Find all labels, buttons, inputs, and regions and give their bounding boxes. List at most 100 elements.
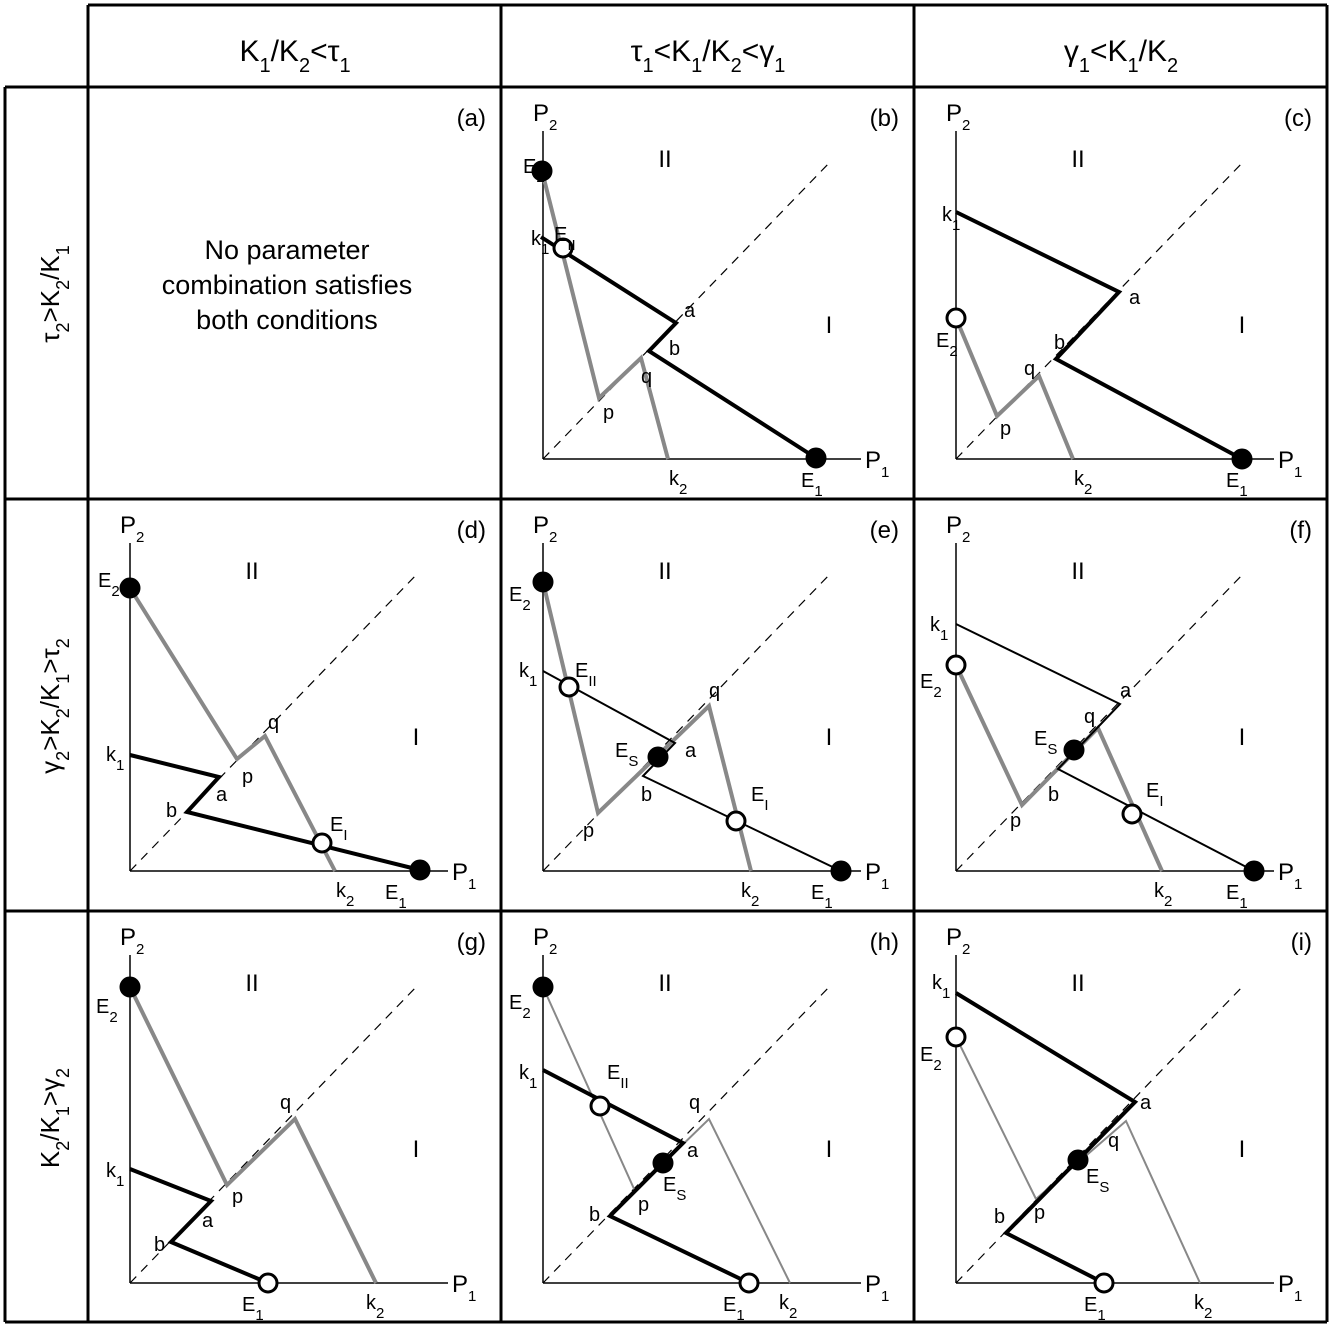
region-label-upper: II	[1071, 146, 1084, 173]
y-axis-label: P2	[533, 100, 557, 134]
panel-b: P1 P2 II I (b) k1 a b p q k2 E2 EII E1	[503, 89, 913, 500]
point-label-k1: k1	[932, 972, 950, 1002]
gray-isocline	[540, 170, 670, 460]
y-axis-label: P2	[533, 924, 557, 958]
point-label-q: q	[1084, 706, 1095, 728]
row-header-text: γ2>K2/K1>τ2	[35, 638, 73, 774]
region-label-upper: II	[1071, 558, 1084, 585]
gray-isocline	[128, 986, 378, 1284]
equilibrium-E2-stable	[119, 577, 141, 599]
equilibrium-label-EI: EI	[751, 784, 769, 814]
equilibrium-E2-stable	[531, 160, 553, 182]
panel-e: P1 P2 II I (e) k1 a b p q k2 E2 EII ES EI E1	[503, 501, 913, 912]
diagonal-dashed-line	[542, 984, 832, 1284]
row-header-2: γ2>K2/K1>τ2	[35, 638, 73, 774]
region-label-upper: II	[245, 970, 258, 997]
y-axis-label: P2	[946, 100, 970, 134]
region-label-upper: II	[658, 558, 671, 585]
region-label-lower: I	[1239, 312, 1246, 339]
equilibrium-ES-stable	[647, 746, 669, 768]
panel-label: (e)	[870, 517, 899, 544]
point-label-p: p	[242, 766, 253, 788]
equilibrium-E1-unstable	[738, 1272, 760, 1294]
equilibrium-label-E2: E2	[920, 1044, 942, 1074]
panel-a-svg: (a) No parameter combination satisfies b…	[162, 105, 486, 335]
point-label-k1: k1	[942, 204, 960, 234]
equilibrium-label-E2: E2	[96, 996, 118, 1026]
equilibrium-label-EI: EI	[330, 814, 348, 844]
point-label-q: q	[280, 1092, 291, 1114]
y-axis-label: P2	[120, 924, 144, 958]
equilibrium-E1-stable	[805, 447, 827, 469]
panel-i: P1 P2 II I (i) k1 a b p q k2 E2 ES E1	[916, 913, 1326, 1324]
region-label-lower: I	[413, 724, 420, 751]
point-label-k2: k2	[1074, 468, 1092, 498]
point-label-q: q	[641, 366, 652, 388]
point-label-b: b	[154, 1234, 165, 1256]
equilibrium-label-E1: E1	[1226, 882, 1248, 912]
point-label-k1: k1	[106, 1160, 124, 1190]
equilibrium-label-E1: E1	[1084, 1294, 1106, 1324]
point-label-a: a	[1140, 1092, 1152, 1114]
panel-d: P1 P2 II I (d) k1 a b p q k2 E2 EI E1	[90, 501, 500, 912]
equilibrium-EI-unstable	[725, 810, 747, 832]
point-label-a: a	[684, 300, 696, 322]
diagonal-dashed-line	[542, 572, 832, 872]
equilibrium-E2-stable	[532, 976, 554, 998]
region-label-upper: II	[658, 146, 671, 173]
point-label-q: q	[268, 712, 279, 734]
point-label-k2: k2	[336, 880, 354, 910]
point-label-b: b	[1048, 784, 1059, 806]
equilibrium-EII-unstable	[558, 676, 580, 698]
row-header-3: K2/K1>γ2	[35, 1068, 73, 1168]
black-isocline	[129, 753, 421, 872]
point-label-k1: k1	[519, 1062, 537, 1092]
region-label-lower: I	[826, 724, 833, 751]
equilibrium-label-EII: EII	[554, 224, 576, 254]
equilibrium-label-E1: E1	[385, 882, 407, 912]
point-label-b: b	[669, 338, 680, 360]
no-combination-message-line1: No parameter	[204, 235, 369, 265]
equilibrium-E2-stable	[119, 976, 141, 998]
equilibrium-EII-unstable	[589, 1095, 611, 1117]
black-isocline	[955, 623, 1255, 872]
point-label-p: p	[232, 1186, 243, 1208]
equilibrium-E1-stable	[409, 859, 431, 881]
row-header-text: τ2>K2/K1	[35, 245, 73, 342]
y-axis-label: P2	[946, 924, 970, 958]
x-axis-label: P1	[1278, 1271, 1302, 1305]
equilibrium-label-ES: ES	[615, 740, 638, 770]
equilibrium-E1-unstable	[257, 1272, 279, 1294]
equilibrium-label-E1: E1	[1226, 470, 1248, 500]
point-label-b: b	[1054, 332, 1065, 354]
diagonal-dashed-line	[129, 572, 419, 872]
x-axis-label: P1	[1278, 859, 1302, 893]
equilibrium-label-E2: E2	[509, 584, 531, 614]
column-header-2: τ1<K1/K2<γ1	[631, 35, 786, 77]
column-header-text: γ1<K1/K2	[1064, 35, 1178, 77]
point-label-b: b	[641, 784, 652, 806]
point-label-b: b	[589, 1204, 600, 1226]
point-label-b: b	[994, 1206, 1005, 1228]
equilibrium-label-E2: E2	[936, 330, 958, 360]
equilibrium-label-EII: EII	[607, 1062, 629, 1092]
panel-f: P1 P2 II I (f) k1 a b p q k2 E2 ES EI E1	[916, 501, 1326, 912]
y-axis-label: P2	[120, 512, 144, 546]
no-combination-message-line3: both conditions	[196, 305, 378, 335]
equilibrium-label-EII: EII	[575, 660, 597, 690]
point-label-k2: k2	[669, 468, 687, 498]
point-label-k2: k2	[1194, 1292, 1212, 1322]
region-label-lower: I	[826, 1136, 833, 1163]
equilibrium-label-E1: E1	[242, 1294, 264, 1324]
point-label-a: a	[202, 1210, 214, 1232]
panel-label: (a)	[457, 105, 486, 132]
point-label-a: a	[1120, 680, 1132, 702]
equilibrium-label-E2: E2	[920, 671, 942, 701]
panel-g: P1 P2 II I (g) k1 a b p q k2 E2 E1	[90, 913, 500, 1324]
equilibrium-E1-stable	[830, 860, 852, 882]
point-label-p: p	[1010, 810, 1021, 832]
gray-isocline	[954, 317, 1075, 460]
equilibrium-EI-unstable	[311, 832, 333, 854]
